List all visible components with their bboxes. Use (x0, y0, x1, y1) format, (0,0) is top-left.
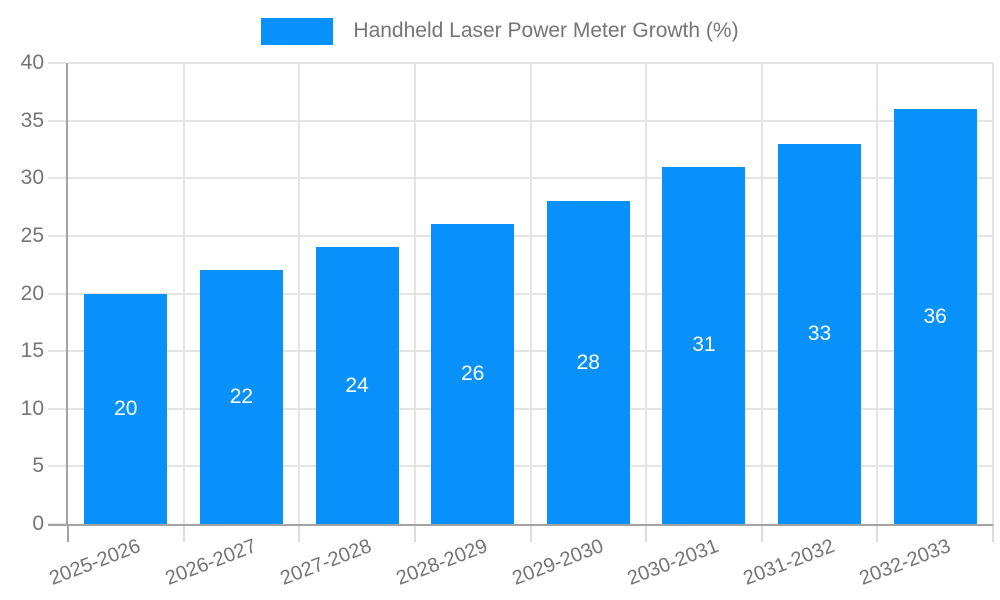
y-axis-label: 30 (20, 166, 44, 190)
legend-item[interactable]: Handheld Laser Power Meter Growth (%) (261, 17, 739, 45)
gridline-vertical (413, 63, 416, 524)
x-axis-label: 2029-2030 (509, 535, 607, 590)
legend-swatch-icon (261, 17, 334, 45)
x-axis-label: 2032-2033 (855, 535, 954, 590)
gridline-vertical (645, 63, 648, 524)
y-axis-label: 15 (20, 339, 44, 363)
y-axis-label: 35 (20, 108, 44, 132)
y-axis-label: 5 (32, 454, 44, 478)
y-axis-label: 40 (20, 51, 44, 74)
bar-value-label: 36 (923, 304, 947, 328)
x-axis-label: 2025-2026 (46, 535, 144, 590)
legend-label: Handheld Laser Power Meter Growth (%) (353, 19, 739, 42)
bar-value-label: 33 (807, 321, 832, 345)
bar-value-label: 28 (576, 350, 600, 374)
bar-value-label: 24 (345, 373, 369, 397)
gridline-vertical (992, 63, 994, 524)
bar-value-label: 26 (461, 362, 485, 386)
y-axis-label: 25 (20, 223, 44, 247)
bar (315, 247, 399, 524)
gridline-vertical (182, 63, 185, 524)
x-tick-mark (67, 524, 69, 542)
x-tick-mark (298, 524, 301, 542)
x-tick-mark (876, 524, 879, 542)
bar (778, 143, 862, 524)
x-tick-mark (645, 524, 648, 542)
x-axis-line (48, 524, 993, 526)
y-axis-label: 20 (20, 281, 44, 305)
gridline-vertical (298, 63, 301, 524)
gridline-vertical (760, 63, 763, 524)
x-axis-label: 2026-2027 (162, 535, 260, 590)
x-tick-mark (760, 524, 763, 542)
y-axis-line (66, 63, 68, 526)
y-tick-mark (48, 407, 66, 410)
bar-value-label: 22 (229, 385, 254, 409)
y-tick-mark (48, 119, 66, 122)
bar-value-label: 20 (114, 396, 138, 420)
y-tick-mark (48, 62, 66, 64)
bar (84, 293, 168, 524)
x-tick-mark (529, 524, 532, 542)
y-tick-mark (48, 292, 66, 295)
gridline-vertical (529, 63, 532, 524)
gridline-vertical (876, 63, 879, 524)
bar (662, 166, 746, 524)
x-tick-mark (182, 524, 185, 542)
x-tick-mark (992, 524, 994, 542)
legend: Handheld Laser Power Meter Growth (%) (0, 16, 1000, 46)
bar (431, 224, 515, 524)
x-axis-label: 2030-2031 (624, 535, 722, 590)
y-tick-mark (48, 177, 66, 180)
bar-value-label: 31 (692, 333, 716, 357)
x-axis-label: 2028-2029 (393, 535, 491, 590)
y-tick-mark (48, 350, 66, 353)
y-tick-mark (48, 465, 66, 468)
bar (546, 201, 630, 524)
x-tick-mark (413, 524, 416, 542)
bar (893, 109, 977, 524)
x-axis-label: 2027-2028 (277, 535, 375, 590)
y-axis-label: 10 (20, 396, 44, 420)
y-axis-label: 0 (32, 512, 44, 535)
bar (199, 270, 283, 524)
plot-area: 0 5 10 15 20 25 30 35 40 20 2025-2026 22 2026-2027 24… (21, 51, 994, 590)
x-axis-label: 2031-2032 (740, 535, 838, 590)
y-tick-mark (48, 234, 66, 237)
